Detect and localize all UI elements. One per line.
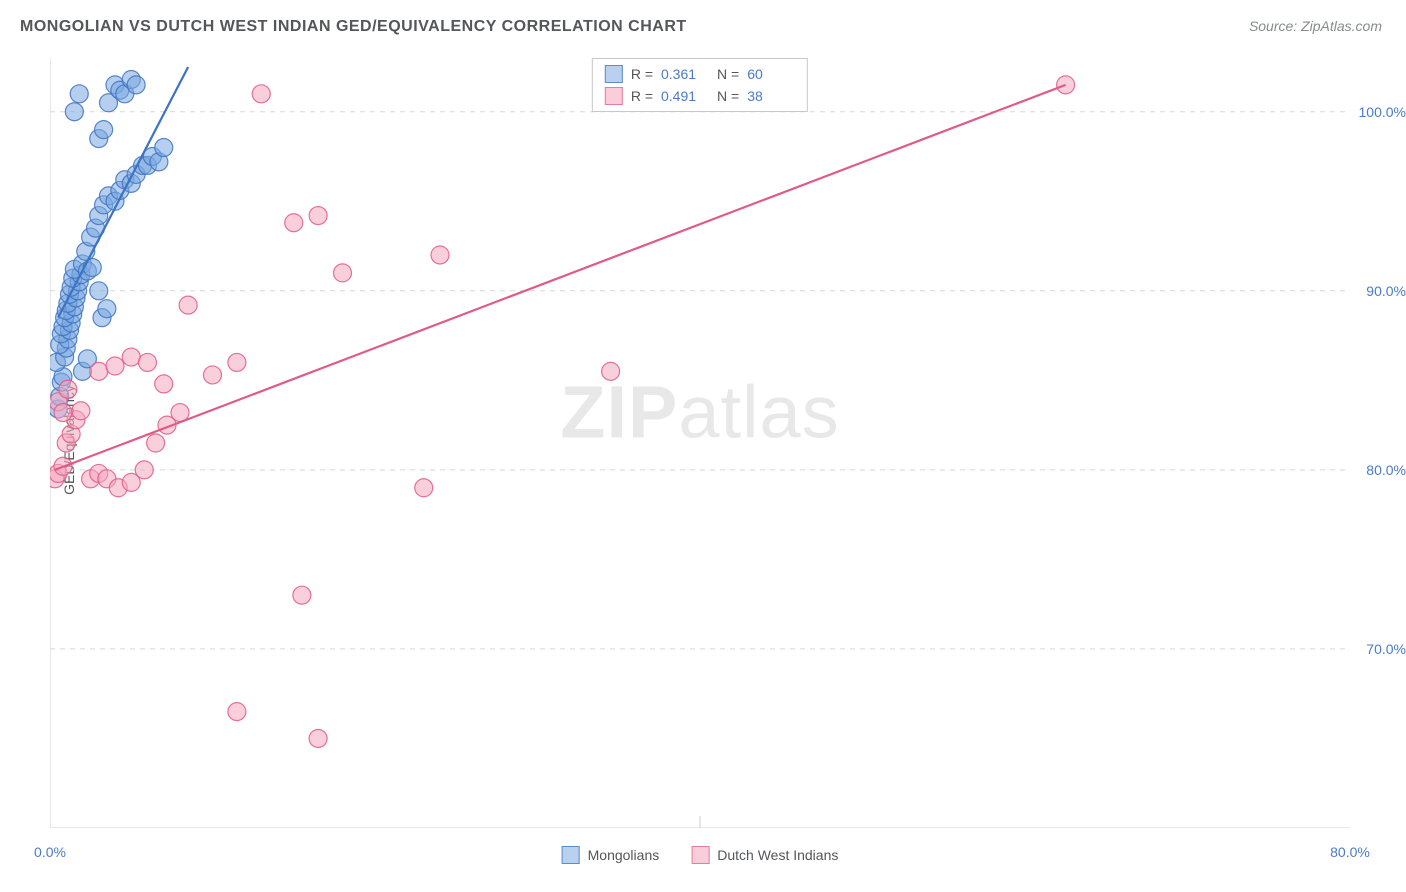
legend-row: R = 0.491 N = 38: [605, 85, 795, 107]
y-tick-label: 100.0%: [1359, 104, 1406, 120]
n-label: N =: [717, 66, 739, 82]
legend-swatch: [605, 87, 623, 105]
x-tick-label: 80.0%: [1330, 844, 1370, 860]
r-label: R =: [631, 66, 653, 82]
legend-swatch: [562, 846, 580, 864]
r-value: 0.491: [661, 88, 709, 104]
legend-swatch: [605, 65, 623, 83]
n-label: N =: [717, 88, 739, 104]
y-tick-label: 90.0%: [1366, 283, 1406, 299]
n-value: 60: [747, 66, 795, 82]
correlation-legend: R = 0.361 N = 60 R = 0.491 N = 38: [592, 58, 808, 112]
y-tick-label: 80.0%: [1366, 462, 1406, 478]
r-value: 0.361: [661, 66, 709, 82]
series-legend-item: Dutch West Indians: [691, 846, 838, 864]
series-name: Dutch West Indians: [717, 847, 838, 863]
x-tick-label: 0.0%: [34, 844, 66, 860]
series-legend: Mongolians Dutch West Indians: [562, 846, 839, 864]
legend-swatch: [691, 846, 709, 864]
legend-row: R = 0.361 N = 60: [605, 63, 795, 85]
series-name: Mongolians: [588, 847, 660, 863]
chart-title: MONGOLIAN VS DUTCH WEST INDIAN GED/EQUIV…: [20, 18, 687, 36]
y-tick-label: 70.0%: [1366, 641, 1406, 657]
source-attribution: Source: ZipAtlas.com: [1249, 18, 1382, 34]
series-legend-item: Mongolians: [562, 846, 660, 864]
chart-area: ZIPatlas R =0.361N =60R =0.491N =38 Mong…: [50, 58, 1350, 828]
n-value: 38: [747, 88, 795, 104]
scatter-plot: [50, 58, 1350, 828]
r-label: R =: [631, 88, 653, 104]
